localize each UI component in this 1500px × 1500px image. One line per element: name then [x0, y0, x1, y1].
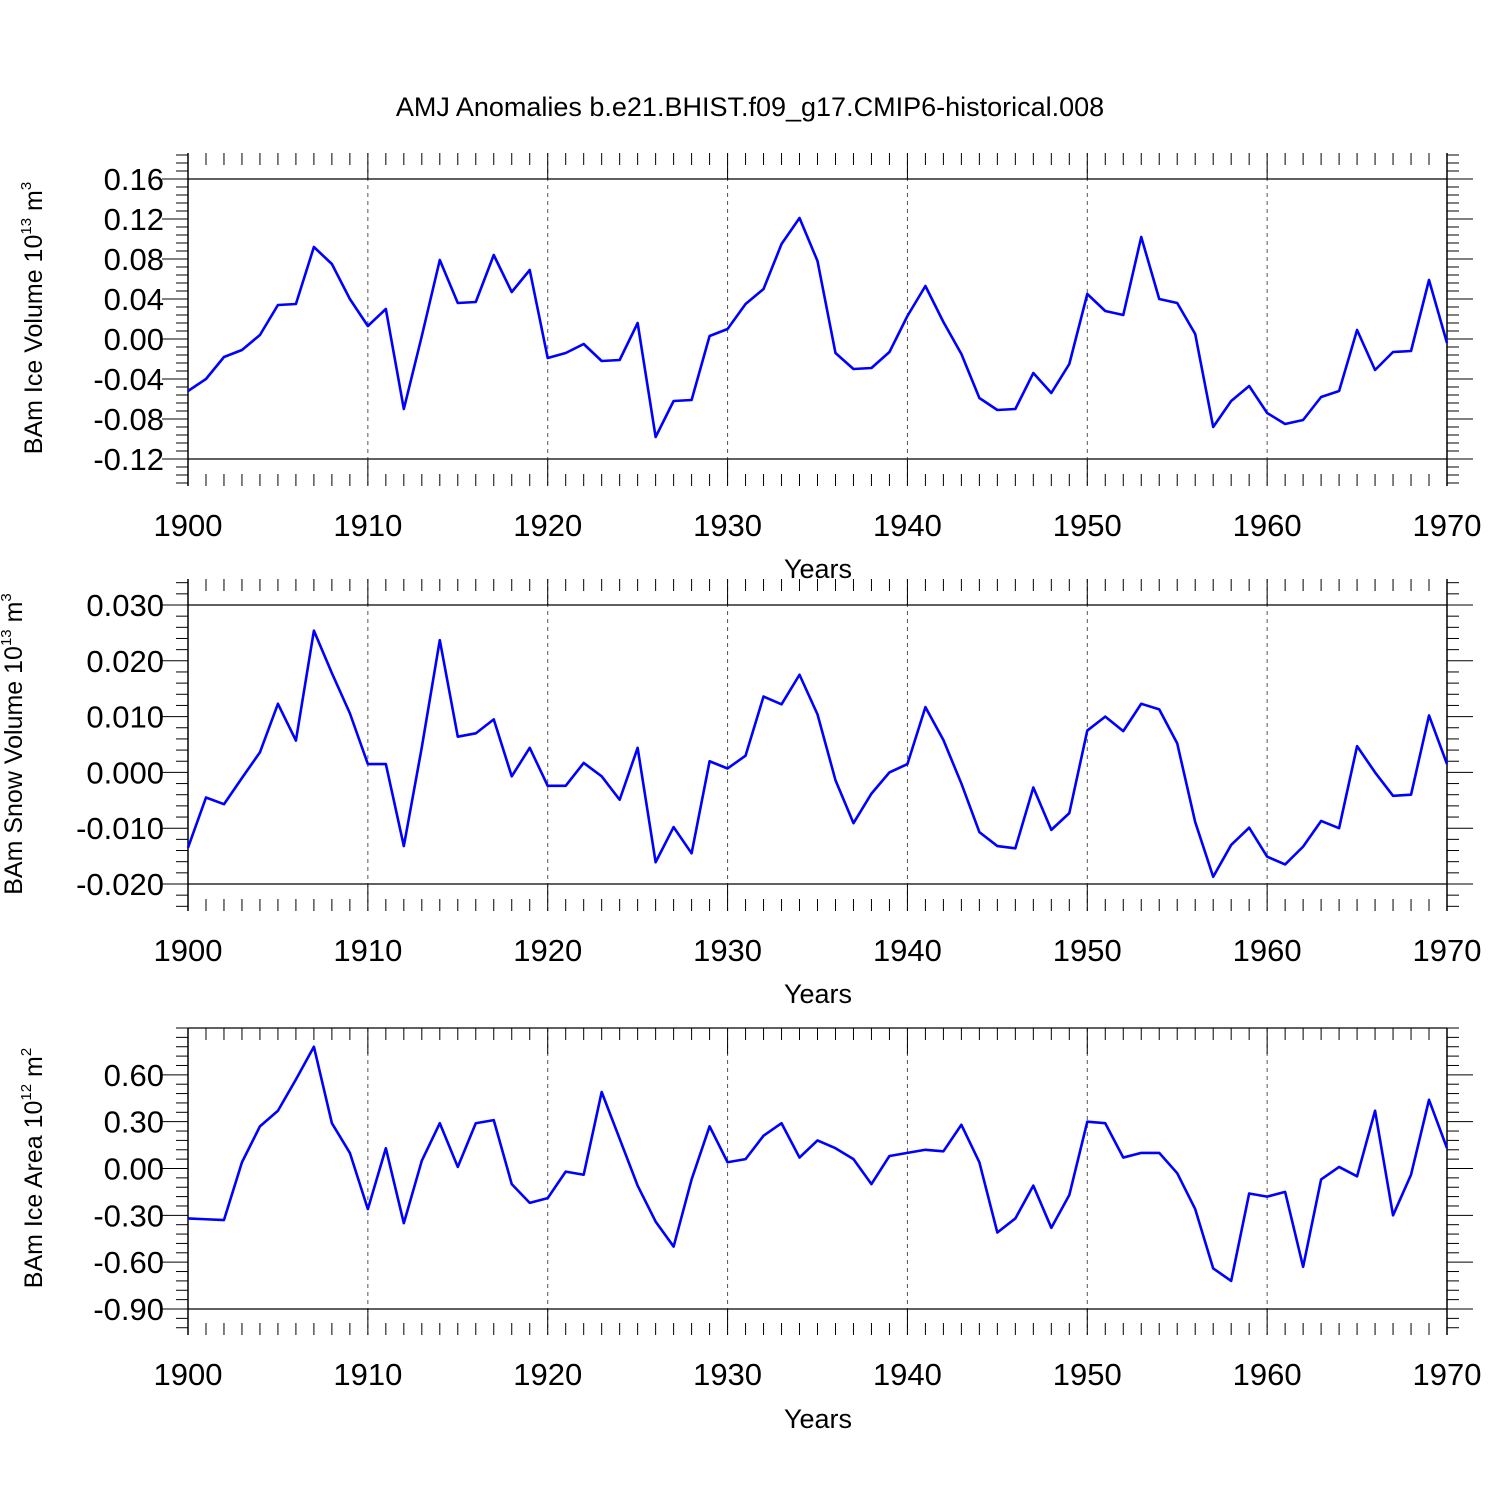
y-tick-label: 0.30 — [104, 1105, 164, 1140]
y-tick-label: 0.04 — [104, 282, 164, 317]
x-tick-label: 1920 — [513, 933, 582, 968]
figure-title: AMJ Anomalies b.e21.BHIST.f09_g17.CMIP6-… — [396, 92, 1104, 122]
x-tick-label: 1930 — [693, 1357, 762, 1392]
y-tick-label: -0.30 — [93, 1198, 164, 1233]
x-tick-label: 1900 — [154, 1357, 223, 1392]
panel-snow-volume: BAm Snow Volume 1013 m3 Years 1900 1910 19… — [0, 579, 1481, 1009]
x-tick-label: 1960 — [1233, 508, 1302, 543]
y-tick-label: 0.08 — [104, 242, 164, 277]
ylabel-ice-volume: BAm Ice Volume 1013 m3 — [18, 182, 48, 454]
x-tick-label: 1960 — [1233, 933, 1302, 968]
xlabel-ice-area: Years — [784, 1404, 852, 1434]
x-tick-label: 1950 — [1053, 508, 1122, 543]
x-tick-label: 1940 — [873, 933, 942, 968]
y-tick-label: 0.000 — [86, 755, 164, 790]
series-line-ice-volume — [187, 216, 1449, 439]
panel-ice-volume: BAm Ice Volume 1013 m3 Years 1900 1910 192… — [18, 153, 1481, 584]
xlabel-snow-volume: Years — [784, 979, 852, 1009]
y-tick-label: -0.04 — [93, 362, 164, 397]
x-tick-label: 1970 — [1413, 1357, 1482, 1392]
y-tick-label: 0.60 — [104, 1058, 164, 1093]
x-tick-label: 1950 — [1053, 933, 1122, 968]
x-tick-label: 1970 — [1413, 933, 1482, 968]
ylabel-snow-volume: BAm Snow Volume 1013 m3 — [0, 593, 28, 895]
y-tick-label: -0.60 — [93, 1245, 164, 1280]
y-tick-label: 0.00 — [104, 322, 164, 357]
x-tick-label: 1920 — [513, 508, 582, 543]
x-tick-label: 1940 — [873, 508, 942, 543]
series-line-ice-area — [187, 1045, 1449, 1283]
x-tick-label: 1950 — [1053, 1357, 1122, 1392]
y-tick-label: 0.12 — [104, 202, 164, 237]
y-tick-label: 0.030 — [86, 588, 164, 623]
x-tick-label: 1960 — [1233, 1357, 1302, 1392]
x-tick-label: 1900 — [154, 933, 223, 968]
x-tick-label: 1900 — [154, 508, 223, 543]
y-tick-label: -0.12 — [93, 442, 164, 477]
x-tick-label: 1940 — [873, 1357, 942, 1392]
x-tick-label: 1910 — [333, 1357, 402, 1392]
y-tick-label: 0.16 — [104, 162, 164, 197]
ylabel-ice-area: BAm Ice Area 1012 m2 — [18, 1048, 48, 1288]
series-line-snow-volume — [186, 629, 1449, 879]
y-tick-label: 0.020 — [86, 644, 164, 679]
y-tick-label: 0.00 — [104, 1152, 164, 1187]
x-tick-label: 1970 — [1413, 508, 1482, 543]
x-tick-label: 1930 — [693, 933, 762, 968]
x-tick-label: 1930 — [693, 508, 762, 543]
y-tick-label: 0.010 — [86, 700, 164, 735]
y-tick-label: -0.010 — [76, 811, 164, 846]
y-tick-label: -0.08 — [93, 402, 164, 437]
x-tick-label: 1910 — [333, 508, 402, 543]
y-tick-label: -0.90 — [93, 1292, 164, 1327]
x-tick-label: 1910 — [333, 933, 402, 968]
y-tick-label: -0.020 — [76, 867, 164, 902]
panel-ice-area: BAm Ice Area 1012 m2 Years 1900 1910 1920 1… — [18, 1027, 1482, 1434]
x-tick-label: 1920 — [513, 1357, 582, 1392]
